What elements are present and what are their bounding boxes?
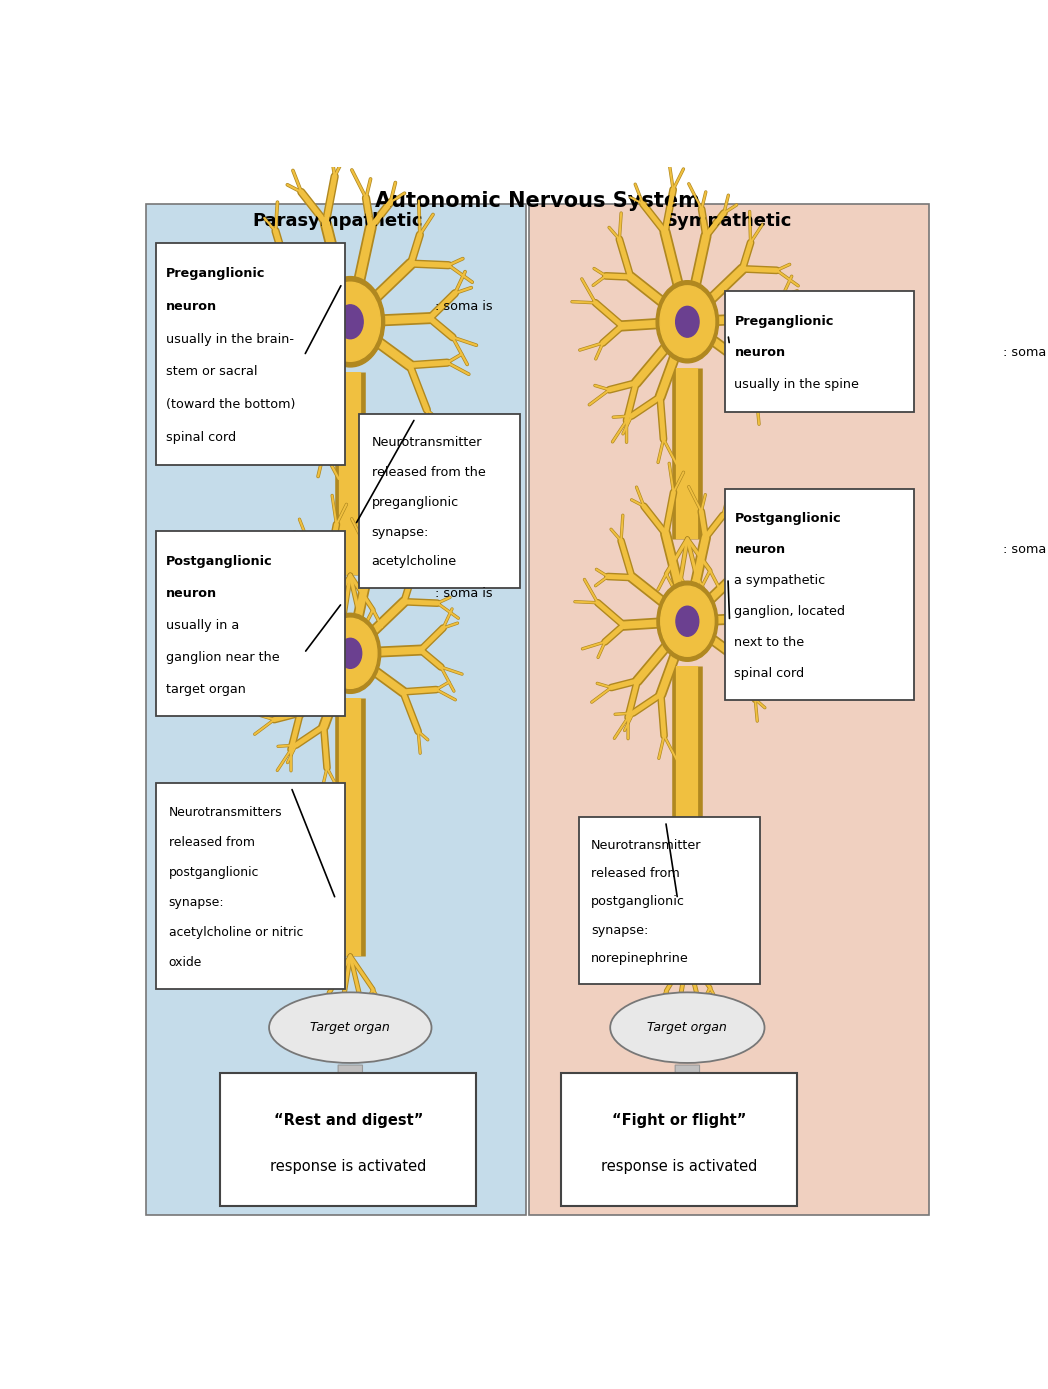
FancyBboxPatch shape xyxy=(725,290,914,411)
Text: Target organ: Target organ xyxy=(648,1021,727,1035)
FancyBboxPatch shape xyxy=(562,1072,798,1206)
Text: Postganglionic: Postganglionic xyxy=(735,513,842,525)
FancyArrow shape xyxy=(667,1065,708,1121)
Text: usually in the brain-: usually in the brain- xyxy=(166,332,293,346)
FancyBboxPatch shape xyxy=(359,414,520,588)
Circle shape xyxy=(321,282,380,361)
FancyBboxPatch shape xyxy=(220,1072,476,1206)
Text: acetylcholine: acetylcholine xyxy=(372,556,457,568)
Text: released from the: released from the xyxy=(372,467,485,479)
Text: Sympathetic: Sympathetic xyxy=(664,211,791,229)
Text: a sympathetic: a sympathetic xyxy=(735,574,826,588)
Text: : soma is in: : soma is in xyxy=(1004,543,1048,556)
Text: (toward the bottom): (toward the bottom) xyxy=(166,399,296,411)
FancyArrow shape xyxy=(329,1065,371,1121)
Circle shape xyxy=(660,586,714,656)
Ellipse shape xyxy=(610,992,765,1063)
Text: Parasympathetic: Parasympathetic xyxy=(253,211,423,229)
Text: synapse:: synapse: xyxy=(372,525,429,539)
Circle shape xyxy=(657,581,718,661)
Text: next to the: next to the xyxy=(735,636,805,649)
Text: response is activated: response is activated xyxy=(270,1158,427,1174)
Text: Preganglionic: Preganglionic xyxy=(166,267,265,281)
Text: postganglionic: postganglionic xyxy=(591,896,684,908)
Circle shape xyxy=(656,281,719,363)
Circle shape xyxy=(339,639,362,668)
Text: Neurotransmitter: Neurotransmitter xyxy=(591,839,701,851)
Text: ganglion, located: ganglion, located xyxy=(735,606,846,618)
FancyBboxPatch shape xyxy=(156,243,346,465)
Text: : soma is: : soma is xyxy=(1004,346,1048,360)
Text: acetylcholine or nitric: acetylcholine or nitric xyxy=(169,926,303,939)
FancyBboxPatch shape xyxy=(725,489,914,700)
Text: spinal cord: spinal cord xyxy=(166,431,236,444)
Text: oxide: oxide xyxy=(169,956,202,970)
Text: Postganglionic: Postganglionic xyxy=(166,556,272,568)
Text: released from: released from xyxy=(591,867,679,881)
FancyBboxPatch shape xyxy=(578,817,760,983)
Text: Autonomic Nervous System: Autonomic Nervous System xyxy=(375,192,699,211)
Text: : soma is: : soma is xyxy=(435,588,493,600)
Text: neuron: neuron xyxy=(166,588,217,600)
Text: Neurotransmitters: Neurotransmitters xyxy=(169,806,282,818)
Text: spinal cord: spinal cord xyxy=(735,667,805,681)
FancyBboxPatch shape xyxy=(156,532,346,717)
Text: Target organ: Target organ xyxy=(310,1021,390,1035)
Text: synapse:: synapse: xyxy=(169,896,224,908)
Ellipse shape xyxy=(269,992,432,1063)
Circle shape xyxy=(320,614,380,693)
Circle shape xyxy=(316,276,385,367)
Text: “Rest and digest”: “Rest and digest” xyxy=(274,1114,423,1128)
Text: response is activated: response is activated xyxy=(602,1158,758,1174)
Text: neuron: neuron xyxy=(166,300,217,313)
Text: : soma is: : soma is xyxy=(435,300,493,313)
Text: usually in a: usually in a xyxy=(166,619,239,632)
Text: postganglionic: postganglionic xyxy=(169,865,259,879)
FancyBboxPatch shape xyxy=(146,204,526,1215)
Text: neuron: neuron xyxy=(735,543,786,556)
Text: usually in the spine: usually in the spine xyxy=(735,378,859,390)
Text: stem or sacral: stem or sacral xyxy=(166,365,258,378)
FancyBboxPatch shape xyxy=(529,204,929,1215)
Text: “Fight or flight”: “Fight or flight” xyxy=(612,1114,746,1128)
Text: norepinephrine: norepinephrine xyxy=(591,951,689,965)
Text: neuron: neuron xyxy=(735,346,786,360)
Text: released from: released from xyxy=(169,836,255,849)
Circle shape xyxy=(676,307,699,338)
Circle shape xyxy=(676,606,699,636)
Text: preganglionic: preganglionic xyxy=(372,496,459,508)
Circle shape xyxy=(337,304,364,339)
Text: synapse:: synapse: xyxy=(591,924,649,936)
Text: Neurotransmitter: Neurotransmitter xyxy=(372,436,482,450)
Circle shape xyxy=(324,618,377,689)
FancyBboxPatch shape xyxy=(156,783,346,989)
Text: ganglion near the: ganglion near the xyxy=(166,651,280,664)
Text: target organ: target organ xyxy=(166,683,246,696)
Circle shape xyxy=(660,286,715,358)
Text: Preganglionic: Preganglionic xyxy=(735,314,834,328)
